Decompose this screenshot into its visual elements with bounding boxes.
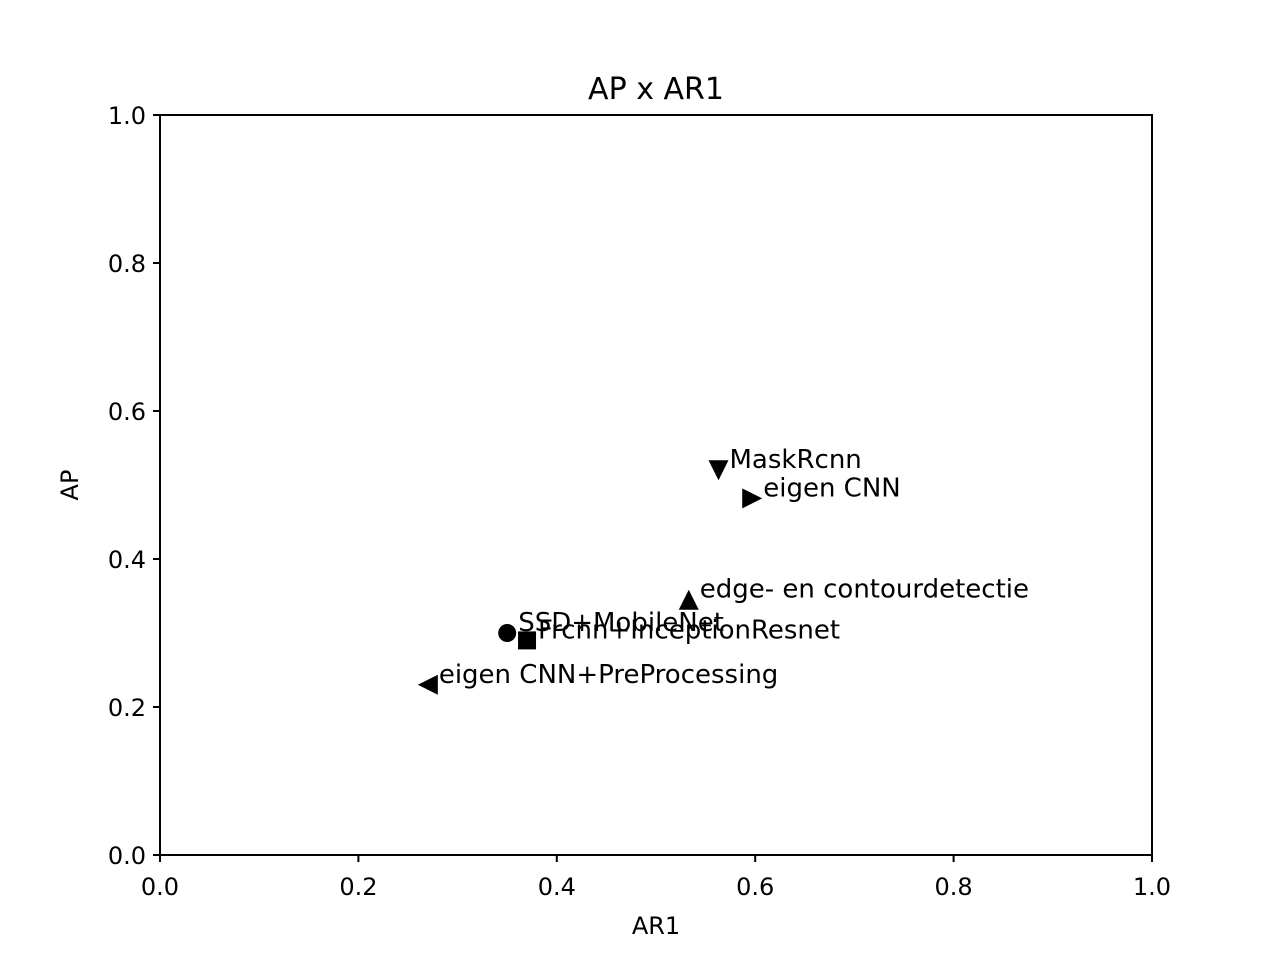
- y-axis-label: AP: [56, 470, 84, 501]
- data-point-circle: [498, 624, 517, 642]
- y-tick-label: 0.0: [108, 842, 146, 870]
- x-tick-label: 0.2: [339, 873, 377, 901]
- y-tick-label: 0.4: [108, 546, 146, 574]
- data-point-label: SSD+MobileNet: [518, 608, 724, 638]
- plot-frame: [159, 114, 1153, 856]
- y-tick-label: 0.6: [108, 398, 146, 426]
- x-tick-label: 0.6: [736, 873, 774, 901]
- chart-title: AP x AR1: [588, 72, 724, 107]
- data-point-triangle-left: [417, 674, 438, 695]
- data-point-label: MaskRcnn: [729, 445, 861, 475]
- x-axis-label: AR1: [632, 912, 680, 940]
- y-tick-label: 0.2: [108, 694, 146, 722]
- x-tick-label: 0.8: [935, 873, 973, 901]
- x-tick-label: 1.0: [1133, 873, 1171, 901]
- data-point-label: edge- en contourdetectie: [700, 575, 1029, 605]
- data-point-triangle-up: [678, 589, 699, 610]
- data-point-triangle-down: [708, 460, 729, 481]
- y-tick-label: 1.0: [108, 102, 146, 130]
- data-point-triangle-right: [742, 488, 763, 509]
- data-point-square: [518, 631, 537, 650]
- axis-ticks: 0.0 0.2 0.4 0.6 0.8 1.0 0.0 0.2 0.4 0.6 0.8 1.0: [108, 102, 1171, 901]
- x-tick-label: 0.4: [538, 873, 576, 901]
- x-tick-label: 0.0: [141, 873, 179, 901]
- data-point-label: eigen CNN: [763, 473, 901, 503]
- data-points: [417, 460, 763, 695]
- data-point-label: Frcnn+InceptionResnet: [538, 615, 840, 645]
- y-tick-label: 0.8: [108, 250, 146, 278]
- data-point-label: eigen CNN+PreProcessing: [439, 660, 778, 690]
